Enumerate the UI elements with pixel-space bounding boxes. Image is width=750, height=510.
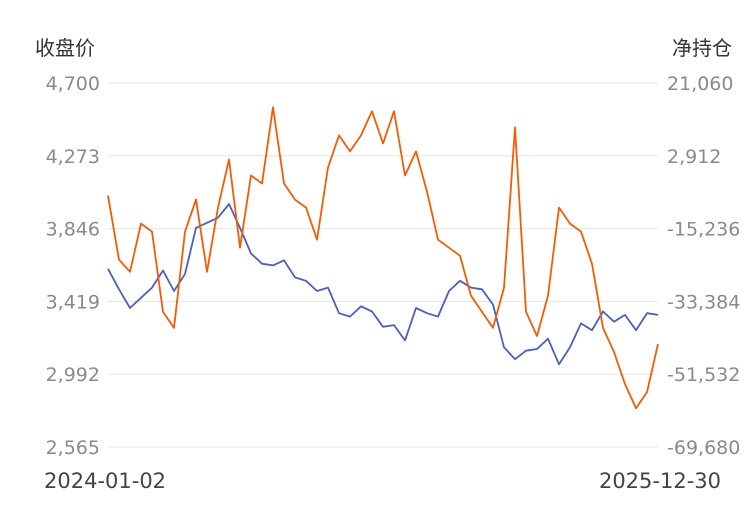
right-tick-label: -51,532: [667, 364, 740, 386]
net-position-series-line: [107, 106, 659, 410]
left-tick-label: 4,273: [46, 146, 100, 168]
right-tick-label: 21,060: [667, 73, 733, 95]
right-tick-label: -33,384: [667, 291, 740, 313]
left-tick-label: 3,419: [46, 291, 100, 313]
left-tick-label: 3,846: [46, 219, 100, 241]
left-axis-title: 收盘价: [35, 36, 95, 60]
grid-lines: [108, 82, 658, 448]
left-tick-label: 2,992: [46, 364, 100, 386]
left-tick-label: 2,565: [46, 437, 100, 459]
right-axis-ticks: 21,060 2,912 -15,236 -33,384 -51,532 -69,680: [667, 73, 740, 459]
x-start-label: 2024-01-02: [44, 469, 166, 493]
x-end-label: 2025-12-30: [599, 469, 721, 493]
series-lines: [107, 106, 659, 410]
right-tick-label: -69,680: [667, 437, 740, 459]
right-tick-label: -15,236: [667, 219, 740, 241]
right-axis-title: 净持仓: [672, 36, 732, 60]
left-axis-ticks: 4,700 4,273 3,846 3,419 2,992 2,565: [46, 73, 100, 459]
left-tick-label: 4,700: [46, 73, 100, 95]
right-tick-label: 2,912: [667, 146, 721, 168]
